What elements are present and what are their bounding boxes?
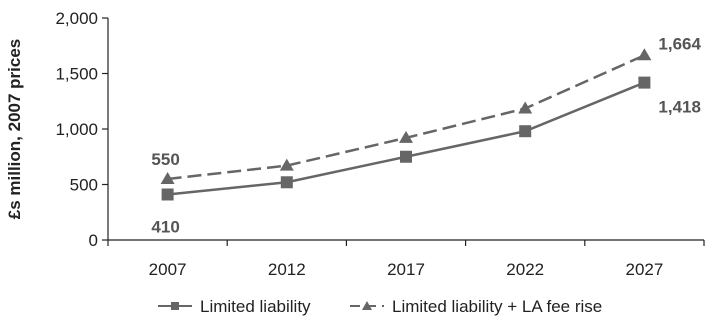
x-tick-label: 2027 bbox=[625, 260, 663, 279]
axes bbox=[107, 18, 704, 241]
data-point-triangle bbox=[518, 101, 533, 114]
y-tick-label: 2,000 bbox=[55, 9, 98, 28]
data-label: 1,418 bbox=[658, 98, 701, 117]
data-point-square bbox=[638, 76, 651, 89]
x-tick-label: 2017 bbox=[387, 260, 425, 279]
legend-label: Limited liability + LA fee rise bbox=[392, 297, 602, 316]
data-label: 410 bbox=[151, 217, 179, 236]
legend-marker-square bbox=[171, 302, 179, 310]
ticks: 0 500 1,000 1,500 2,000 2007 2012 2017 2022 2027 bbox=[55, 9, 705, 279]
data-label: 1,664 bbox=[658, 34, 701, 53]
data-point-triangle bbox=[637, 48, 652, 61]
data-point-triangle bbox=[160, 171, 175, 184]
data-point-triangle bbox=[399, 130, 413, 143]
y-axis-title: £s million, 2007 prices bbox=[5, 39, 24, 219]
y-tick-label: 1,000 bbox=[55, 120, 98, 139]
x-tick-label: 2012 bbox=[268, 260, 306, 279]
y-tick-label: 500 bbox=[70, 176, 98, 195]
x-tick-label: 2022 bbox=[506, 260, 544, 279]
x-tick-label: 2007 bbox=[149, 260, 187, 279]
data-point-square bbox=[519, 125, 532, 138]
data-point-square bbox=[280, 176, 293, 189]
data-label: 550 bbox=[151, 150, 179, 169]
y-tick-label: 0 bbox=[89, 231, 98, 250]
series bbox=[160, 48, 652, 201]
data-point-triangle bbox=[279, 158, 294, 171]
data-labels: 550 410 1,664 1,418 bbox=[151, 34, 701, 236]
data-point-square bbox=[161, 188, 174, 201]
legend-marker-triangle bbox=[362, 301, 372, 310]
data-point-square bbox=[400, 150, 412, 163]
legend-label: Limited liability bbox=[200, 297, 311, 316]
legend: Limited liability Limited liability + LA … bbox=[158, 297, 602, 316]
y-tick-label: 1,500 bbox=[55, 65, 98, 84]
